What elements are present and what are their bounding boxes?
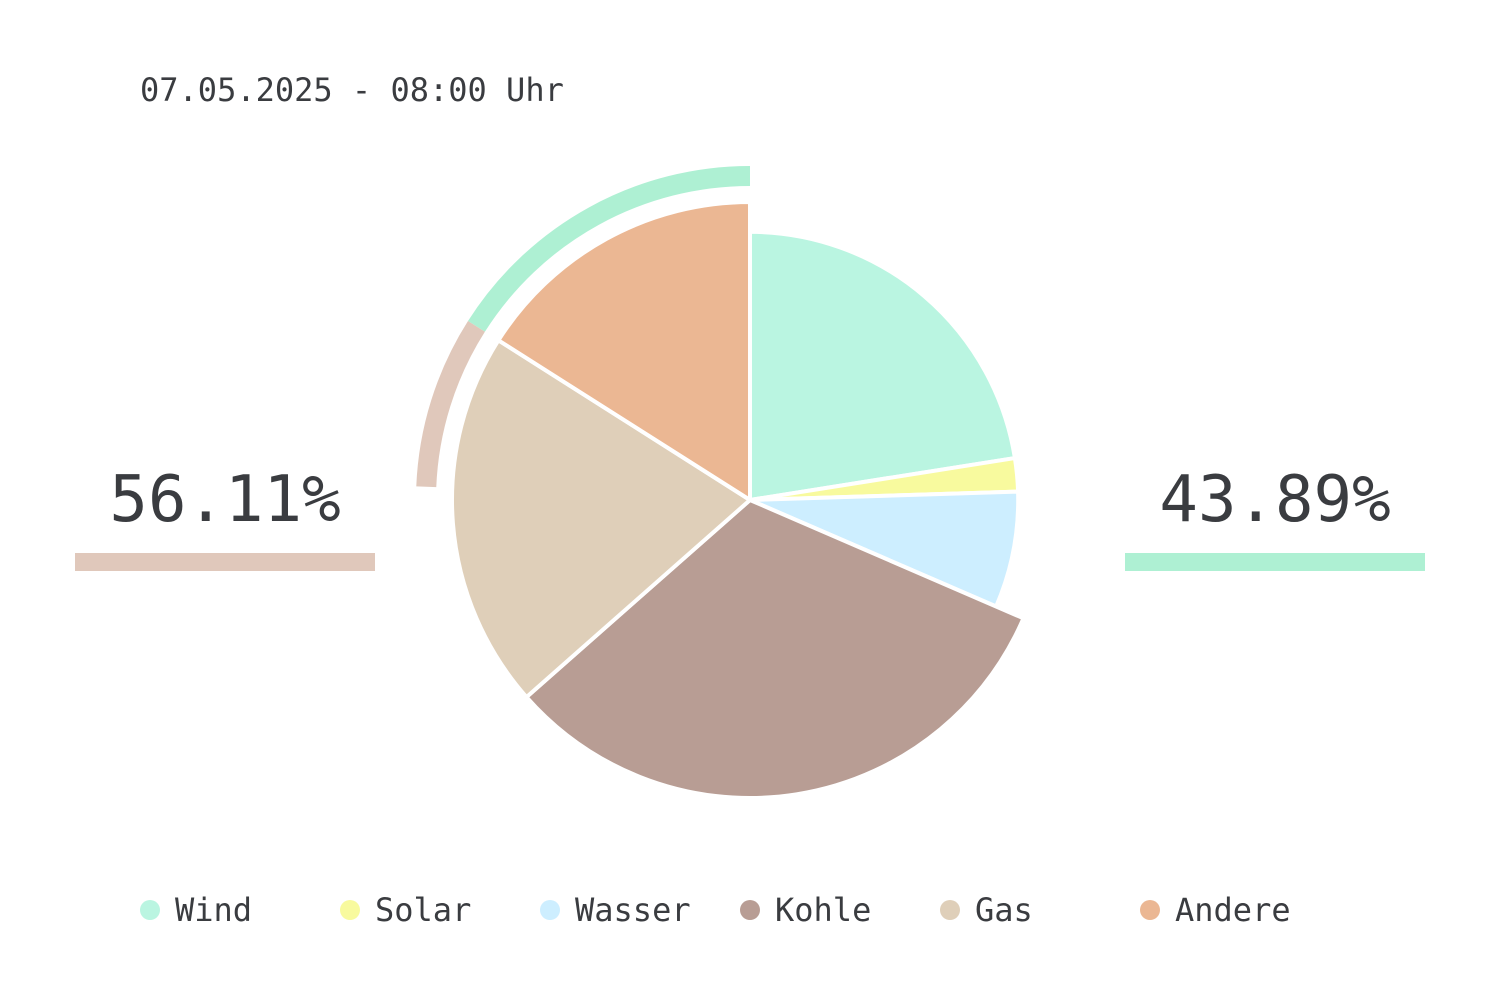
legend-swatch-gas (940, 900, 960, 920)
pie-slice-wind (748, 229, 1017, 502)
legend-label-kohle: Kohle (775, 891, 872, 929)
outer-arc-fossil (416, 321, 485, 488)
renewable-share-value: 43.89% (1159, 463, 1391, 537)
pie-slice-gas (450, 338, 752, 700)
pie-slice-kohle (524, 498, 1026, 800)
chart-timestamp: 07.05.2025 - 08:00 Uhr (140, 71, 564, 109)
pie-slices (450, 200, 1026, 800)
pie-slice-andere (496, 200, 752, 502)
legend-label-andere: Andere (1175, 891, 1291, 929)
legend-swatch-kohle (740, 900, 760, 920)
legend-label-wind: Wind (175, 891, 253, 929)
legend-label-solar: Solar (375, 891, 472, 929)
legend-label-wasser: Wasser (575, 891, 691, 929)
renewable-share-stat: 43.89% (1125, 460, 1425, 571)
legend-label-gas: Gas (975, 891, 1033, 929)
outer-arc-renewable (467, 166, 751, 332)
fossil-share-bar (75, 553, 375, 571)
pie-slice-wasser (748, 489, 1021, 609)
legend-swatch-solar (340, 900, 360, 920)
renewable-share-bar (1125, 553, 1425, 571)
legend-swatch-wind (140, 900, 160, 920)
fossil-share-value: 56.11% (109, 463, 341, 537)
fossil-share-stat: 56.11% (75, 460, 375, 571)
legend-swatch-wasser (540, 900, 560, 920)
legend-swatch-andere (1140, 900, 1160, 920)
pie-outer-arcs (416, 166, 751, 488)
